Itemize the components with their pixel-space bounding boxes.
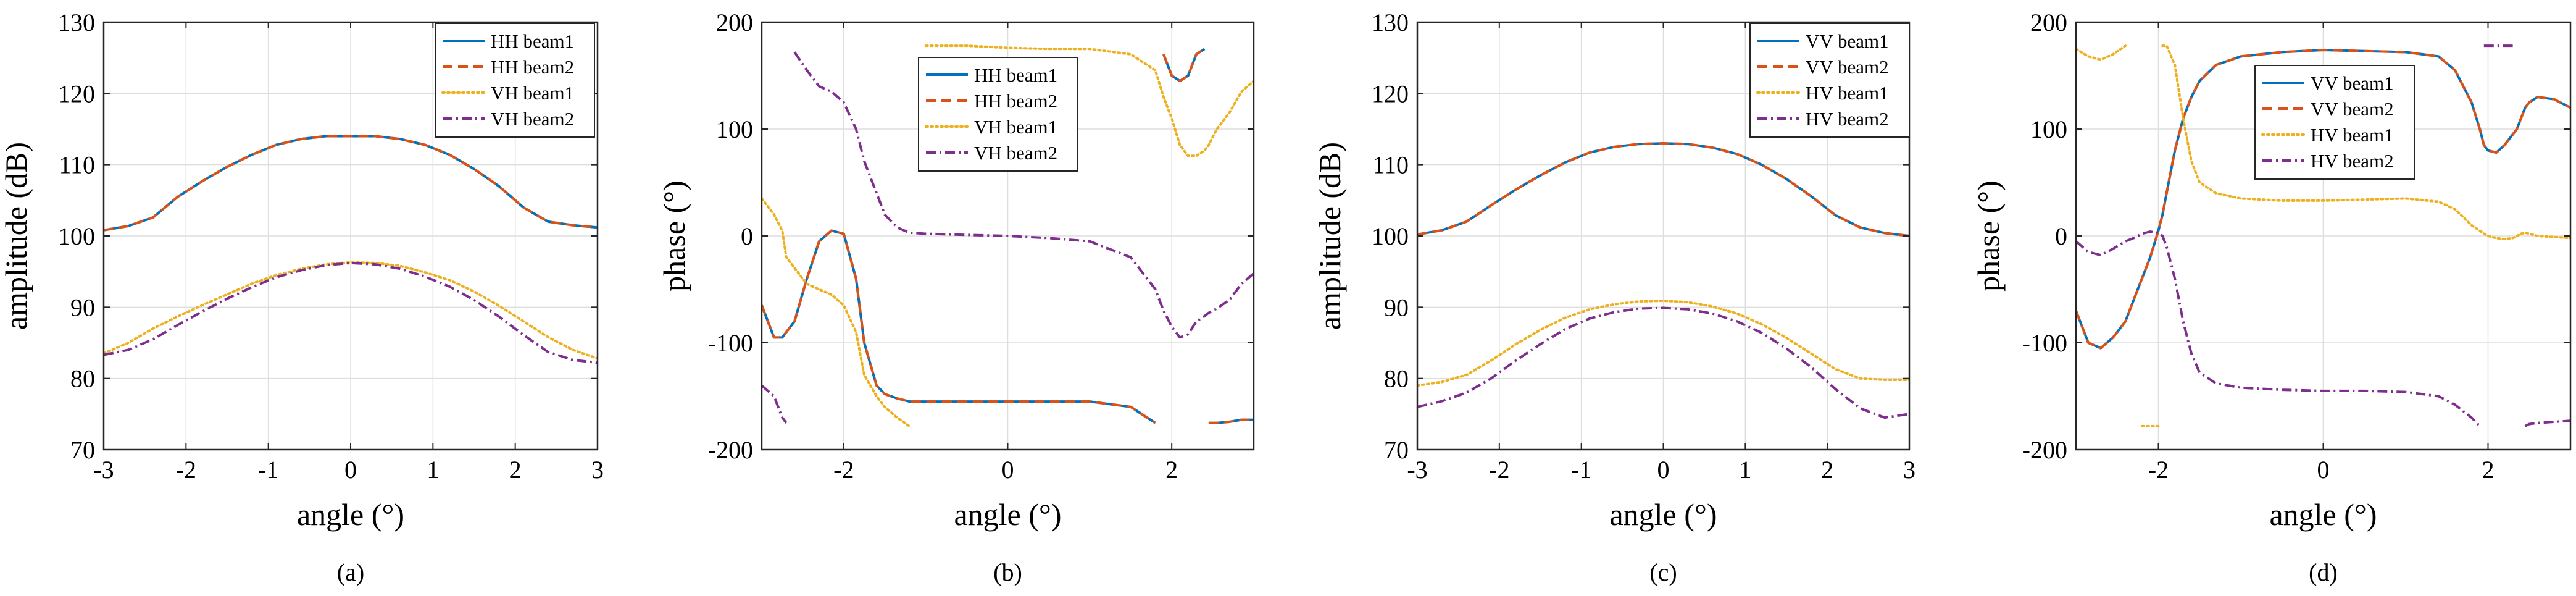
series-line-hv-beam2 [1417,306,1909,419]
legend-label: VV beam2 [1806,56,1889,78]
x-tick-label: -2 [2148,456,2169,484]
y-tick-label: 0 [2055,222,2067,250]
legend-label: VV beam2 [2311,98,2394,120]
legend-label: HH beam1 [491,30,574,52]
series-line-vv-beam2 [2076,49,2570,350]
x-tick-label: -1 [1571,456,1591,484]
panel-label: (c) [1649,558,1677,586]
y-tick-label: 70 [1384,436,1409,464]
series-line-vh-beam2 [104,261,598,364]
legend: HH beam1 HH beam2 VH beam1 VH beam2 [918,57,1078,172]
x-tick-label: -2 [833,456,854,484]
y-tick-label: 70 [70,436,95,464]
panel-label: (a) [337,558,364,586]
legend: VV beam1 VV beam2 HV beam1 HV beam2 [1749,23,1910,138]
panel-label: (b) [993,558,1022,586]
x-tick-label: -3 [93,456,114,484]
x-tick-label: 1 [427,456,439,484]
x-tick-label: -2 [1489,456,1509,484]
x-tick-label: 2 [1821,456,1833,484]
y-axis-label: phase (°) [1971,180,2006,292]
series-line-hv-beam1 [1417,300,1909,387]
legend-label: VV beam1 [2311,72,2394,94]
x-tick-label: 3 [591,456,604,484]
x-tick-label: 3 [1903,456,1915,484]
x-axis-label: angle (°) [2269,497,2377,532]
legend-label: VV beam1 [1806,30,1889,52]
y-tick-label: 100 [2030,115,2067,143]
x-axis-label: angle (°) [954,497,1061,532]
series-line-vh-beam2 [762,51,1254,424]
y-tick-label: 100 [716,115,753,143]
legend-label: VH beam2 [974,142,1057,164]
legend-label: HH beam1 [974,64,1057,86]
y-tick-label: -200 [2022,436,2067,464]
legend-label: HV beam1 [1806,82,1889,104]
chart-panel-1: -3 -2 -1 0 1 2 3 70 80 90 100 110 120 130 angle (°) amp… [0,9,604,586]
series-line-hv-beam1 [2076,44,2570,427]
series-line-hh-beam2 [104,135,598,232]
chart-panel-2: -2 0 2 -200 -100 0 100 200 angle (°) phase (°) (b)… [657,9,1255,586]
legend-label: VH beam2 [491,108,574,130]
series-line-vh-beam1 [104,261,598,360]
y-tick-label: 0 [741,222,753,250]
x-tick-label: 1 [1739,456,1751,484]
x-tick-label: 2 [1165,456,1178,484]
y-axis-label: phase (°) [657,180,691,292]
x-tick-label: -3 [1407,456,1427,484]
y-tick-label: 80 [1384,365,1409,393]
y-tick-label: 130 [1372,9,1409,36]
legend-label: VH beam1 [491,82,574,104]
series-line-vh-beam1 [762,44,1254,427]
x-axis-label: angle (°) [1609,497,1717,532]
legend-label: VH beam1 [974,116,1057,138]
legend: VV beam1 VV beam2 HV beam1 HV beam2 [2254,65,2415,180]
y-tick-label: -100 [708,329,753,357]
y-tick-label: 100 [58,222,95,250]
x-tick-label: 0 [2317,456,2330,484]
legend-label: HV beam1 [2311,124,2394,146]
y-tick-label: 80 [70,365,95,393]
y-tick-label: 90 [1384,293,1409,321]
x-tick-label: 0 [1002,456,1014,484]
y-tick-label: 200 [2030,9,2067,36]
panel-label: (d) [2309,558,2338,586]
x-axis-label: angle (°) [297,497,404,532]
chart-panel-3: -3 -2 -1 0 1 2 3 70 80 90 100 110 120 130 angle (°) amp… [1312,9,1915,586]
y-axis-label: amplitude (dB) [1312,142,1347,330]
y-axis-label: amplitude (dB) [0,142,33,330]
x-tick-label: -2 [176,456,196,484]
y-tick-label: -100 [2022,329,2067,357]
y-tick-label: 120 [1372,80,1409,107]
legend: HH beam1 HH beam2 VH beam1 VH beam2 [435,23,595,138]
series-line-vv-beam2 [1417,142,1909,237]
y-tick-label: 120 [58,80,95,107]
chart-panel-4: -2 0 2 -200 -100 0 100 200 angle (°) phase (°) (d)… [1971,9,2572,586]
x-tick-label: 0 [1657,456,1670,484]
y-tick-label: 100 [1372,222,1409,250]
x-tick-label: 2 [509,456,522,484]
legend-label: HV beam2 [2311,150,2394,172]
x-tick-label: -1 [258,456,278,484]
legend-label: HH beam2 [491,56,574,78]
x-tick-label: 2 [2482,456,2495,484]
series-line-hv-beam2 [2076,44,2570,427]
series-line-hh-beam2 [762,48,1254,424]
y-tick-label: 90 [70,293,95,321]
legend-label: HH beam2 [974,90,1057,112]
y-tick-label: -200 [708,436,753,464]
y-tick-label: 110 [1372,151,1409,179]
legend-label: HV beam2 [1806,108,1889,130]
x-tick-label: 0 [344,456,357,484]
y-tick-label: 130 [58,9,95,36]
y-tick-label: 110 [59,151,95,179]
y-tick-label: 200 [716,9,753,36]
